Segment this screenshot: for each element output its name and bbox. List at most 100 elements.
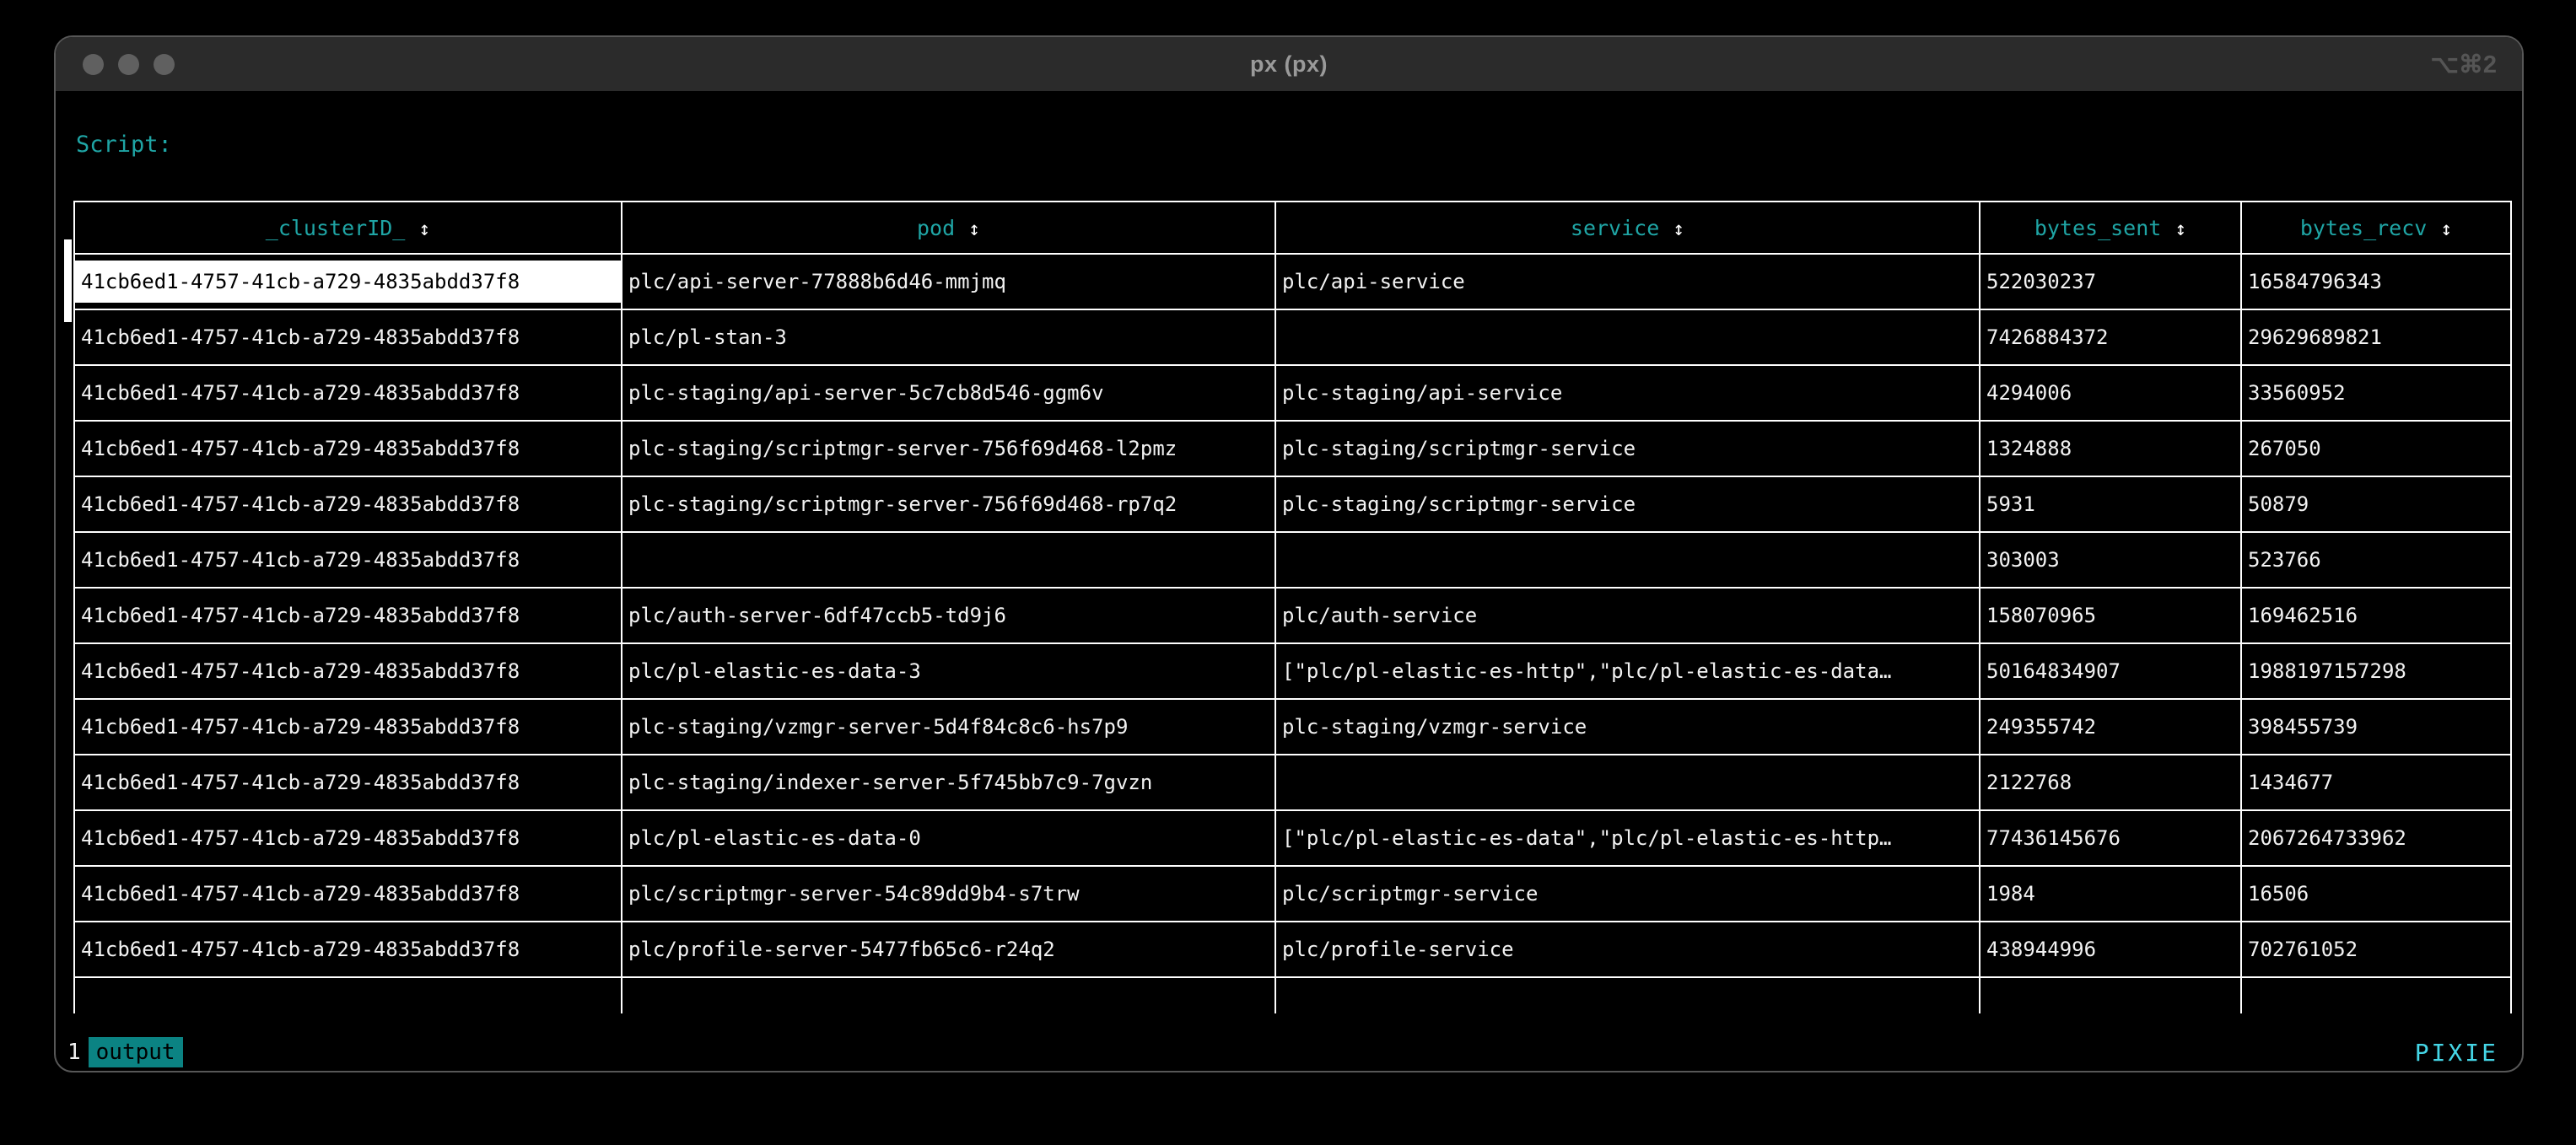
table-cell[interactable]: 2067264733962 xyxy=(2240,809,2512,867)
table-cell[interactable]: 41cb6ed1-4757-41cb-a729-4835abdd37f8 xyxy=(73,642,622,700)
sort-arrows-icon[interactable]: ↕ xyxy=(1673,218,1685,240)
table-cell[interactable]: 702761052 xyxy=(2240,921,2512,978)
table-cell[interactable]: 1988197157298 xyxy=(2240,642,2512,700)
table-cell[interactable]: plc/auth-server-6df47ccb5-td9j6 xyxy=(621,587,1276,644)
column-header-clusterid[interactable]: _clusterID_ ↕ xyxy=(73,201,622,255)
table-cell[interactable]: 29629689821 xyxy=(2240,309,2512,366)
table-cell[interactable]: 2122768 xyxy=(1979,754,2242,811)
table-cell[interactable]: plc/api-service xyxy=(1275,253,1981,310)
table-cell[interactable] xyxy=(1275,531,1981,589)
table-cell[interactable]: 7426884372 xyxy=(1979,309,2242,366)
table-cell[interactable]: plc/scriptmgr-service xyxy=(1275,865,1981,922)
table-row: 41cb6ed1-4757-41cb-a729-4835abdd37f8 plc/… xyxy=(73,587,2512,644)
tab-bar: 1 output xyxy=(67,1037,183,1067)
table-cell[interactable]: plc-staging/scriptmgr-service xyxy=(1275,420,1981,477)
table-cell[interactable]: 41cb6ed1-4757-41cb-a729-4835abdd37f8 xyxy=(73,809,622,867)
table-cell[interactable]: plc/auth-service xyxy=(1275,587,1981,644)
table-cell[interactable]: plc-staging/vzmgr-service xyxy=(1275,698,1981,755)
table-cell[interactable]: 398455739 xyxy=(2240,698,2512,755)
window-titlebar: px (px) ⌥⌘2 xyxy=(56,37,2522,91)
script-label: Script: xyxy=(76,132,172,158)
table-cell[interactable]: 4294006 xyxy=(1979,364,2242,422)
tab-output[interactable]: output xyxy=(88,1037,183,1067)
table-cell[interactable]: 33560952 xyxy=(2240,364,2512,422)
table-cell[interactable]: plc-staging/api-service xyxy=(1275,364,1981,422)
table-cell[interactable] xyxy=(621,531,1276,589)
table-cell[interactable]: 158070965 xyxy=(1979,587,2242,644)
table-cell[interactable]: plc/pl-elastic-es-data-3 xyxy=(621,642,1276,700)
table-cell[interactable]: 267050 xyxy=(2240,420,2512,477)
table-cell[interactable]: plc/scriptmgr-server-54c89dd9b4-s7trw xyxy=(621,865,1276,922)
column-label: service xyxy=(1570,215,1660,240)
data-table-container[interactable]: _clusterID_ ↕ pod ↕ service ↕ bytes_sent ↕ bytes… xyxy=(73,201,2514,1013)
table-row: 41cb6ed1-4757-41cb-a729-4835abdd37f8 plc/… xyxy=(73,642,2512,700)
table-cell[interactable]: 41cb6ed1-4757-41cb-a729-4835abdd37f8 xyxy=(73,531,622,589)
table-cell[interactable]: 41cb6ed1-4757-41cb-a729-4835abdd37f8 xyxy=(73,364,622,422)
table-cell[interactable]: plc-staging/scriptmgr-server-756f69d468-… xyxy=(621,476,1276,533)
table-cell[interactable]: plc-staging/vzmgr-server-5d4f84c8c6-hs7p… xyxy=(621,698,1276,755)
table-cell[interactable]: 249355742 xyxy=(1979,698,2242,755)
table-cell[interactable] xyxy=(1979,976,2242,1013)
table-cell[interactable]: ["plc/pl-elastic-es-http","plc/pl-elasti… xyxy=(1275,642,1981,700)
window-shortcut-hint: ⌥⌘2 xyxy=(2430,51,2497,78)
table-cell[interactable]: plc/api-server-77888b6d46-mmjmq xyxy=(621,253,1276,310)
table-cell[interactable]: 50879 xyxy=(2240,476,2512,533)
selected-row-indicator xyxy=(64,239,72,322)
table-cell[interactable] xyxy=(1275,754,1981,811)
table-cell[interactable]: 16584796343 xyxy=(2240,253,2512,310)
table-cell[interactable]: 41cb6ed1-4757-41cb-a729-4835abdd37f8 xyxy=(73,587,622,644)
column-header-pod[interactable]: pod ↕ xyxy=(621,201,1276,255)
table-cell[interactable]: plc/pl-elastic-es-data-0 xyxy=(621,809,1276,867)
table-cell[interactable] xyxy=(1275,309,1981,366)
table-cell[interactable]: 438944996 xyxy=(1979,921,2242,978)
table-cell[interactable]: 77436145676 xyxy=(1979,809,2242,867)
table-row: 41cb6ed1-4757-41cb-a729-4835abdd37f8 plc/… xyxy=(73,309,2512,366)
pixie-brand: PIXIE xyxy=(2414,1038,2498,1067)
traffic-lights xyxy=(83,37,175,91)
table-cell[interactable]: 523766 xyxy=(2240,531,2512,589)
data-table: _clusterID_ ↕ pod ↕ service ↕ bytes_sent ↕ bytes… xyxy=(73,201,2512,1013)
table-cell[interactable]: plc-staging/api-server-5c7cb8d546-ggm6v xyxy=(621,364,1276,422)
table-cell[interactable]: 169462516 xyxy=(2240,587,2512,644)
table-cell[interactable] xyxy=(1275,976,1981,1013)
table-cell[interactable]: 303003 xyxy=(1979,531,2242,589)
table-row: 41cb6ed1-4757-41cb-a729-4835abdd37f8 plc/… xyxy=(73,809,2512,867)
table-cell[interactable] xyxy=(2240,976,2512,1013)
table-cell[interactable]: plc-staging/indexer-server-5f745bb7c9-7g… xyxy=(621,754,1276,811)
table-cell[interactable]: 41cb6ed1-4757-41cb-a729-4835abdd37f8 xyxy=(73,420,622,477)
table-cell[interactable]: 16506 xyxy=(2240,865,2512,922)
table-row-partial xyxy=(73,976,2512,1013)
table-cell[interactable]: 41cb6ed1-4757-41cb-a729-4835abdd37f8 xyxy=(73,698,622,755)
close-button[interactable] xyxy=(83,53,104,75)
sort-arrows-icon[interactable]: ↕ xyxy=(2175,218,2187,240)
table-cell[interactable]: plc-staging/scriptmgr-service xyxy=(1275,476,1981,533)
table-cell[interactable]: 5931 xyxy=(1979,476,2242,533)
column-header-bytessent[interactable]: bytes_sent ↕ xyxy=(1979,201,2242,255)
table-cell[interactable]: 50164834907 xyxy=(1979,642,2242,700)
minimize-button[interactable] xyxy=(118,53,139,75)
table-cell[interactable]: 41cb6ed1-4757-41cb-a729-4835abdd37f8 xyxy=(73,865,622,922)
sort-arrows-icon[interactable]: ↕ xyxy=(418,218,431,240)
table-cell[interactable]: 41cb6ed1-4757-41cb-a729-4835abdd37f8 xyxy=(73,476,622,533)
column-header-service[interactable]: service ↕ xyxy=(1275,201,1981,255)
zoom-button[interactable] xyxy=(154,53,175,75)
column-header-bytesrecv[interactable]: bytes_recv ↕ xyxy=(2240,201,2512,255)
table-cell[interactable]: plc-staging/scriptmgr-server-756f69d468-… xyxy=(621,420,1276,477)
table-cell[interactable]: plc/profile-service xyxy=(1275,921,1981,978)
sort-arrows-icon[interactable]: ↕ xyxy=(968,218,980,240)
table-cell[interactable] xyxy=(73,976,622,1013)
table-cell[interactable]: 1324888 xyxy=(1979,420,2242,477)
table-cell[interactable]: plc/profile-server-5477fb65c6-r24q2 xyxy=(621,921,1276,978)
table-cell[interactable]: plc/pl-stan-3 xyxy=(621,309,1276,366)
table-cell[interactable]: 1984 xyxy=(1979,865,2242,922)
table-cell[interactable]: 1434677 xyxy=(2240,754,2512,811)
table-cell[interactable]: 41cb6ed1-4757-41cb-a729-4835abdd37f8 xyxy=(73,253,622,310)
table-cell[interactable]: 41cb6ed1-4757-41cb-a729-4835abdd37f8 xyxy=(73,754,622,811)
table-cell[interactable]: 41cb6ed1-4757-41cb-a729-4835abdd37f8 xyxy=(73,309,622,366)
table-cell[interactable]: ["plc/pl-elastic-es-data","plc/pl-elasti… xyxy=(1275,809,1981,867)
table-cell[interactable] xyxy=(621,976,1276,1013)
sort-arrows-icon[interactable]: ↕ xyxy=(2440,218,2453,240)
table-row: 41cb6ed1-4757-41cb-a729-4835abdd37f8 plc-… xyxy=(73,364,2512,422)
table-cell[interactable]: 522030237 xyxy=(1979,253,2242,310)
table-cell[interactable]: 41cb6ed1-4757-41cb-a729-4835abdd37f8 xyxy=(73,921,622,978)
